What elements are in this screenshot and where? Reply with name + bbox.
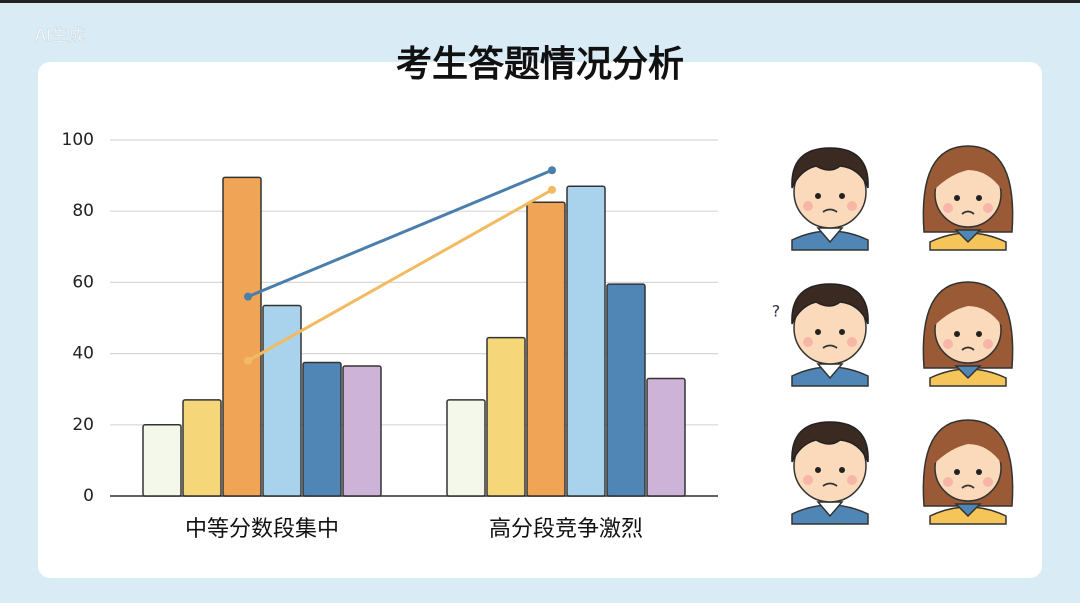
line-point [244,292,252,301]
x-tick-label: 高分段竞争激烈 [489,517,643,542]
face [791,283,869,387]
y-tick-label: 0 [83,486,94,506]
line-point [548,166,556,175]
y-tick-label: 60 [72,272,94,292]
line [247,188,553,363]
bar [566,185,606,497]
bar [182,399,222,497]
bar [606,283,646,497]
bar [142,424,182,497]
x-tick-label: 中等分数段集中 [185,517,339,542]
line-point [548,185,556,194]
bar [222,176,262,497]
line-point [244,356,252,365]
bar [262,304,302,497]
chart-title: 考生答题情况分析 [396,44,684,85]
bar [646,377,686,497]
y-tick-label: 80 [72,201,94,221]
face [791,147,869,251]
bar [302,361,342,497]
line [247,168,553,299]
face [791,421,869,525]
y-tick-label: 100 [62,130,94,150]
bar [486,336,526,497]
annotation: ? [772,302,781,321]
bar [526,201,566,497]
bar [446,399,486,497]
top-bar [0,0,1080,3]
y-tick-label: 40 [72,344,94,364]
watermark: AI生成 [35,26,86,46]
bar [342,365,382,497]
y-tick-label: 20 [72,415,94,435]
